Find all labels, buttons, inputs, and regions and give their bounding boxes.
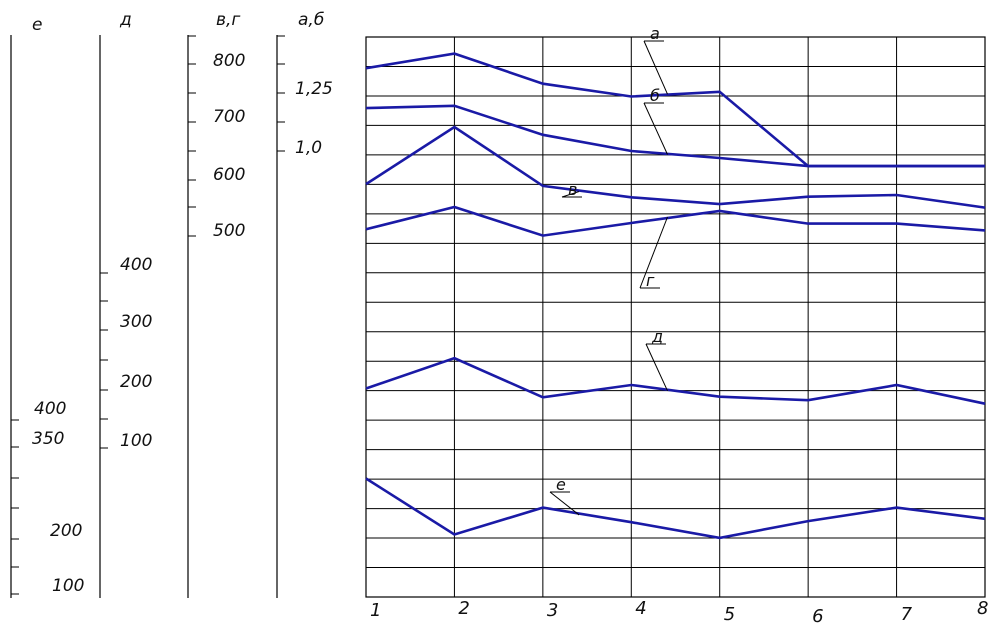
series-leader-д — [645, 343, 668, 392]
series-label-а: а — [650, 24, 660, 43]
scale-tick-label: 200 — [120, 372, 152, 392]
scale-tick-label: 200 — [50, 521, 82, 541]
series-line-д — [365, 356, 986, 405]
x-tick-label: 1 — [370, 600, 381, 621]
scale-tick-label: 300 — [120, 312, 152, 332]
grid-frame — [365, 36, 986, 598]
scale-name: а,б — [298, 10, 324, 30]
scale-tick-label: 400 — [120, 255, 152, 275]
scale-tick-label: 100 — [120, 431, 152, 451]
series-leader-а — [643, 40, 668, 95]
x-tick-label: 2 — [458, 598, 469, 619]
series-line-а — [365, 52, 985, 168]
scale-tick-label: 800 — [213, 51, 245, 71]
series-leader-б — [643, 102, 668, 155]
scale-tick-label: 400 — [34, 399, 66, 419]
series-leader-е — [549, 491, 580, 516]
scale-tick-label: 350 — [32, 429, 64, 449]
scale-tick-label: 100 — [52, 576, 84, 596]
x-axis-labels: 1 2 3 4 5 6 7 8 — [370, 598, 988, 626]
scale-tick-label: 1,0 — [295, 138, 322, 158]
x-tick-label: 3 — [547, 600, 558, 621]
x-tick-label: 7 — [901, 604, 913, 625]
scale-name: е — [32, 15, 42, 35]
series-label-г: г — [646, 271, 655, 290]
series-leader-в — [561, 191, 580, 198]
series-line-г — [365, 205, 986, 237]
series-label-е: е — [556, 475, 566, 494]
scale-tick-label: 1,25 — [295, 79, 333, 99]
series-line-б — [365, 104, 985, 168]
series-lines: а б в г д е — [365, 24, 986, 540]
x-tick-label: 5 — [724, 604, 735, 625]
scale-name: д — [119, 10, 132, 30]
x-tick-label: 4 — [635, 598, 646, 619]
scale-name: в,г — [216, 10, 240, 30]
chart-grid — [365, 36, 986, 598]
scale-tick-label: 700 — [213, 107, 245, 127]
vertical-scales: е 400 350 200 100 д 400 300 200 100 в,г 800 700 600 50… — [10, 10, 333, 598]
scale-tick-label: 500 — [213, 221, 245, 241]
series-line-е — [365, 477, 986, 540]
series-label-в: в — [568, 180, 577, 199]
series-line-в — [365, 125, 986, 209]
scale-tick-label: 600 — [213, 165, 245, 185]
series-leader-г — [639, 216, 668, 289]
series-label-б: б — [650, 86, 660, 105]
series-label-д: д — [651, 327, 663, 346]
x-tick-label: 6 — [812, 606, 823, 626]
x-tick-label: 8 — [977, 598, 988, 619]
